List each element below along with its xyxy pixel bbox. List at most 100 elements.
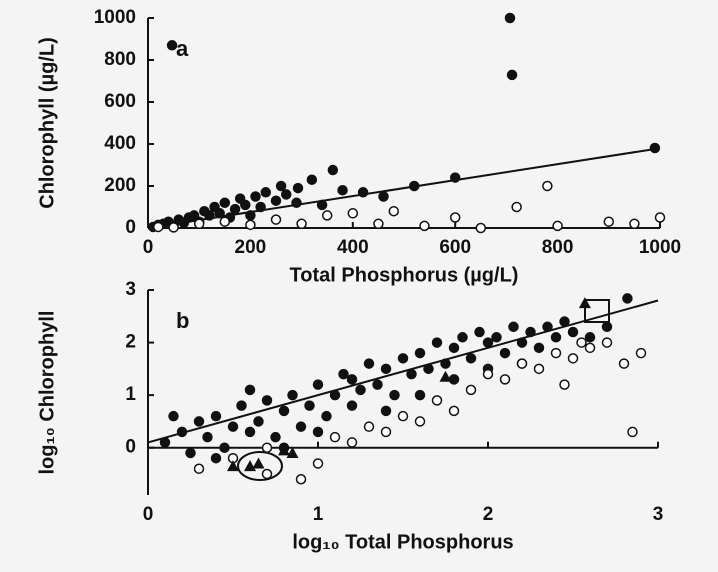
open-point — [296, 218, 307, 230]
filled-point — [219, 197, 231, 209]
filled-point — [542, 321, 553, 333]
filled-point — [312, 426, 324, 438]
filled-point — [287, 389, 298, 401]
filled-point — [159, 437, 171, 448]
triangle-point — [227, 460, 239, 472]
triangle-point — [278, 444, 290, 456]
open-point — [363, 421, 375, 432]
filled-point — [423, 363, 434, 375]
filled-point — [278, 405, 290, 417]
filled-point — [346, 400, 358, 411]
filled-point — [176, 426, 188, 438]
x-tick-label: 2 — [483, 504, 494, 525]
open-point — [511, 201, 522, 213]
open-point — [431, 395, 443, 406]
open-point — [329, 431, 341, 443]
filled-point — [240, 199, 251, 211]
filled-point — [504, 12, 516, 24]
filled-point — [202, 431, 213, 443]
filled-point — [245, 210, 256, 221]
x-tick-label: 400 — [337, 237, 369, 258]
filled-point — [250, 191, 261, 202]
y-tick-label: 2 — [125, 332, 136, 353]
open-point — [550, 347, 562, 359]
fit-line — [147, 299, 659, 444]
x-tick-label: 800 — [542, 237, 574, 258]
filled-point — [261, 395, 273, 406]
open-point — [601, 337, 613, 348]
filled-point — [292, 182, 304, 194]
x-tick-label: 1 — [313, 504, 324, 525]
panel-label: a — [176, 36, 189, 61]
x-tick-label: 0 — [143, 504, 154, 525]
open-point — [482, 368, 494, 380]
filled-point — [491, 332, 502, 343]
triangle-point — [439, 370, 452, 382]
filled-point — [550, 332, 562, 343]
filled-point — [499, 347, 511, 359]
highlight-circle — [237, 451, 283, 481]
filled-point — [378, 191, 389, 202]
filled-point — [244, 426, 256, 438]
open-point — [584, 342, 596, 354]
open-point — [449, 212, 461, 223]
open-point — [629, 218, 640, 230]
open-point — [559, 379, 570, 390]
filled-point — [304, 400, 315, 411]
filled-point — [338, 368, 349, 380]
filled-point — [355, 384, 366, 396]
filled-point — [306, 174, 318, 185]
filled-point — [295, 421, 307, 432]
filled-point — [448, 342, 460, 354]
y-axis-title: log₁₀ Chlorophyll — [36, 311, 58, 475]
open-point — [270, 214, 282, 225]
filled-point — [229, 203, 241, 215]
filled-point — [337, 184, 348, 196]
open-point — [346, 437, 358, 448]
open-point — [499, 374, 511, 385]
filled-point — [506, 69, 518, 81]
open-point — [347, 208, 359, 219]
x-tick-label: 0 — [143, 237, 154, 258]
filled-point — [321, 410, 332, 422]
filled-point — [397, 353, 409, 364]
filled-point — [559, 316, 570, 327]
filled-point — [236, 400, 247, 411]
filled-point — [448, 374, 460, 385]
y-tick-label: 0 — [125, 217, 136, 238]
x-tick-label: 1000 — [639, 237, 681, 258]
filled-point — [474, 326, 485, 338]
filled-point — [457, 332, 468, 343]
open-point — [295, 473, 307, 485]
highlight-box — [584, 299, 610, 323]
open-point — [397, 410, 409, 422]
filled-point — [649, 142, 661, 154]
open-point — [193, 218, 205, 230]
filled-point — [408, 180, 420, 192]
filled-point — [516, 337, 528, 348]
filled-point — [380, 405, 392, 417]
filled-point — [210, 410, 222, 422]
filled-point — [185, 447, 196, 459]
open-point — [465, 384, 477, 396]
filled-point — [482, 337, 494, 348]
filled-point — [363, 358, 375, 369]
filled-point — [327, 164, 339, 176]
filled-point — [525, 326, 536, 338]
y-tick-label: 1 — [125, 384, 136, 405]
open-point — [193, 463, 205, 474]
filled-point — [414, 389, 426, 401]
filled-point — [567, 326, 579, 338]
open-point — [380, 426, 392, 438]
filled-point — [372, 379, 383, 390]
open-point — [618, 358, 630, 369]
y-tick-label: 3 — [125, 279, 136, 300]
filled-point — [275, 180, 287, 192]
filled-point — [449, 172, 461, 183]
open-point — [219, 216, 231, 227]
open-point — [373, 218, 384, 230]
open-point — [627, 426, 638, 438]
open-point — [152, 221, 164, 233]
open-point — [388, 205, 400, 217]
open-point — [635, 347, 647, 359]
